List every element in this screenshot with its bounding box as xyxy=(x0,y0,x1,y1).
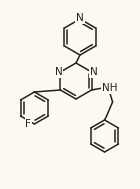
Text: N: N xyxy=(90,67,97,77)
Text: N: N xyxy=(76,13,84,23)
Text: NH: NH xyxy=(102,83,117,93)
Text: F: F xyxy=(25,119,31,129)
Text: N: N xyxy=(55,67,62,77)
